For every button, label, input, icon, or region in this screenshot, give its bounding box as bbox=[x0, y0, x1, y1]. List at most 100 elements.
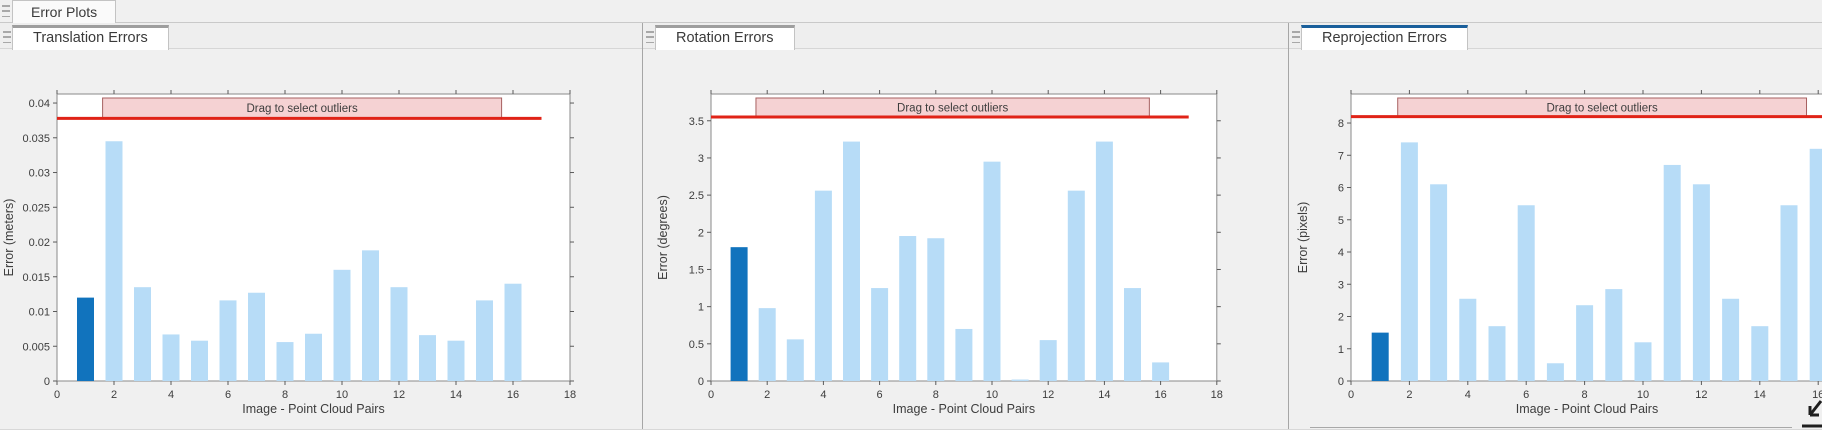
bar-6[interactable] bbox=[871, 288, 889, 381]
x-tick-label: 18 bbox=[564, 389, 576, 401]
bar-3[interactable] bbox=[1430, 184, 1448, 381]
rotation-errors-chart: Drag to select outliers 0 2 4 6 8 10 12 14 16 18 0 0… bbox=[643, 49, 1288, 430]
outlier-band-label: Drag to select outliers bbox=[1547, 102, 1658, 114]
bar-11[interactable] bbox=[1011, 379, 1029, 381]
panel-translation-errors: Translation Errors Drag to select outlie… bbox=[0, 23, 642, 430]
x-tick-label: 14 bbox=[1754, 389, 1766, 401]
tab-reprojection-errors[interactable]: Reprojection Errors bbox=[1301, 25, 1468, 50]
y-tick-label: 2.5 bbox=[689, 190, 704, 202]
bars bbox=[77, 141, 522, 381]
x-tick-label: 2 bbox=[111, 389, 117, 401]
y-tick-label: 5 bbox=[1338, 215, 1344, 227]
bar-2[interactable] bbox=[105, 141, 123, 381]
y-tick-label: 4 bbox=[1338, 247, 1344, 259]
bar-9[interactable] bbox=[305, 333, 322, 381]
bar-11[interactable] bbox=[362, 250, 379, 381]
bar-12[interactable] bbox=[1692, 184, 1710, 381]
bar-16[interactable] bbox=[1809, 148, 1822, 381]
y-tick-label: 0.015 bbox=[22, 272, 50, 284]
x-tick-label: 2 bbox=[1406, 389, 1412, 401]
bars bbox=[1371, 142, 1822, 381]
doc-tab-bar: Reprojection Errors bbox=[1289, 23, 1822, 50]
x-axis-title: Image - Point Cloud Pairs bbox=[1516, 402, 1658, 416]
outlier-band-label: Drag to select outliers bbox=[246, 103, 357, 115]
bar-16[interactable] bbox=[1152, 362, 1170, 381]
bar-10[interactable] bbox=[333, 269, 351, 381]
export-arrow-icon[interactable] bbox=[1796, 393, 1822, 430]
x-tick-label: 4 bbox=[168, 389, 174, 401]
bar-7[interactable] bbox=[899, 236, 917, 381]
x-tick-label: 8 bbox=[282, 389, 288, 401]
bar-10[interactable] bbox=[983, 161, 1001, 381]
bar-3[interactable] bbox=[786, 339, 804, 381]
tab-rotation-errors[interactable]: Rotation Errors bbox=[655, 25, 795, 50]
bar-9[interactable] bbox=[1605, 289, 1623, 381]
bar-15[interactable] bbox=[1124, 288, 1141, 381]
x-tick-label: 16 bbox=[1154, 389, 1166, 401]
y-tick-label: 0.5 bbox=[689, 339, 704, 351]
bar-2[interactable] bbox=[758, 308, 776, 381]
bar-4[interactable] bbox=[1459, 298, 1477, 381]
bars bbox=[730, 141, 1170, 381]
axis-ticks bbox=[707, 90, 1221, 385]
tick-labels: 0 2 4 6 8 10 12 14 16 18 0 0.005 0.01 0.015 0.02 0.025 0… bbox=[22, 98, 576, 401]
x-tick-label: 8 bbox=[933, 389, 939, 401]
bar-1[interactable] bbox=[1371, 332, 1389, 381]
bar-1[interactable] bbox=[730, 247, 748, 381]
panel-bottom-edge bbox=[1310, 427, 1792, 428]
x-tick-label: 10 bbox=[1637, 389, 1649, 401]
bar-8[interactable] bbox=[276, 342, 294, 381]
bar-5[interactable] bbox=[843, 141, 860, 381]
y-tick-label: 1 bbox=[698, 302, 704, 314]
tick-labels: 0 2 4 6 8 10 12 14 16 18 0 0.5 1 1.5 2 2.5 3 3.5 bbox=[689, 116, 1223, 401]
bar-10[interactable] bbox=[1634, 342, 1652, 381]
y-tick-label: 0.03 bbox=[29, 168, 50, 180]
bar-4[interactable] bbox=[814, 190, 832, 381]
bar-14[interactable] bbox=[1751, 326, 1769, 381]
drag-grip-icon[interactable] bbox=[646, 31, 654, 43]
tab-translation-errors[interactable]: Translation Errors bbox=[12, 25, 169, 50]
bar-12[interactable] bbox=[390, 287, 408, 381]
bar-12[interactable] bbox=[1039, 340, 1057, 381]
y-tick-label: 1.5 bbox=[689, 264, 704, 276]
y-tick-label: 0 bbox=[1338, 376, 1344, 388]
bar-13[interactable] bbox=[1722, 298, 1740, 381]
y-axis-title: Error (pixels) bbox=[1296, 202, 1310, 274]
bar-2[interactable] bbox=[1400, 142, 1418, 381]
bar-14[interactable] bbox=[1095, 141, 1113, 381]
bar-14[interactable] bbox=[447, 340, 465, 381]
x-tick-label: 6 bbox=[877, 389, 883, 401]
x-tick-label: 10 bbox=[336, 389, 348, 401]
bar-5[interactable] bbox=[191, 340, 208, 381]
bar-6[interactable] bbox=[1517, 205, 1535, 381]
bar-4[interactable] bbox=[162, 334, 180, 381]
drag-grip-icon[interactable] bbox=[3, 31, 11, 43]
bar-15[interactable] bbox=[1780, 205, 1798, 381]
y-tick-label: 0.01 bbox=[29, 307, 50, 319]
bar-16[interactable] bbox=[504, 283, 522, 381]
x-tick-label: 4 bbox=[820, 389, 826, 401]
x-tick-label: 14 bbox=[450, 389, 462, 401]
drag-grip-icon[interactable] bbox=[2, 5, 10, 17]
bar-8[interactable] bbox=[927, 238, 945, 381]
bar-13[interactable] bbox=[1067, 190, 1085, 381]
bar-6[interactable] bbox=[219, 300, 237, 381]
x-axis-title: Image - Point Cloud Pairs bbox=[893, 402, 1035, 416]
panel-reprojection-errors: Reprojection Errors Drag to select outli… bbox=[1288, 23, 1822, 430]
bar-15[interactable] bbox=[476, 300, 493, 381]
x-tick-label: 10 bbox=[986, 389, 998, 401]
bar-5[interactable] bbox=[1488, 326, 1506, 381]
bar-8[interactable] bbox=[1576, 305, 1594, 381]
y-tick-label: 0.005 bbox=[22, 341, 50, 353]
bar-7[interactable] bbox=[1546, 363, 1564, 381]
y-tick-label: 0.025 bbox=[22, 202, 50, 214]
bar-9[interactable] bbox=[955, 328, 973, 381]
bar-11[interactable] bbox=[1663, 164, 1681, 381]
drag-grip-icon[interactable] bbox=[1292, 31, 1300, 43]
tab-error-plots[interactable]: Error Plots bbox=[12, 0, 117, 23]
bar-1[interactable] bbox=[77, 297, 94, 381]
bar-7[interactable] bbox=[248, 292, 265, 381]
bar-13[interactable] bbox=[419, 335, 436, 381]
bar-3[interactable] bbox=[134, 287, 151, 381]
